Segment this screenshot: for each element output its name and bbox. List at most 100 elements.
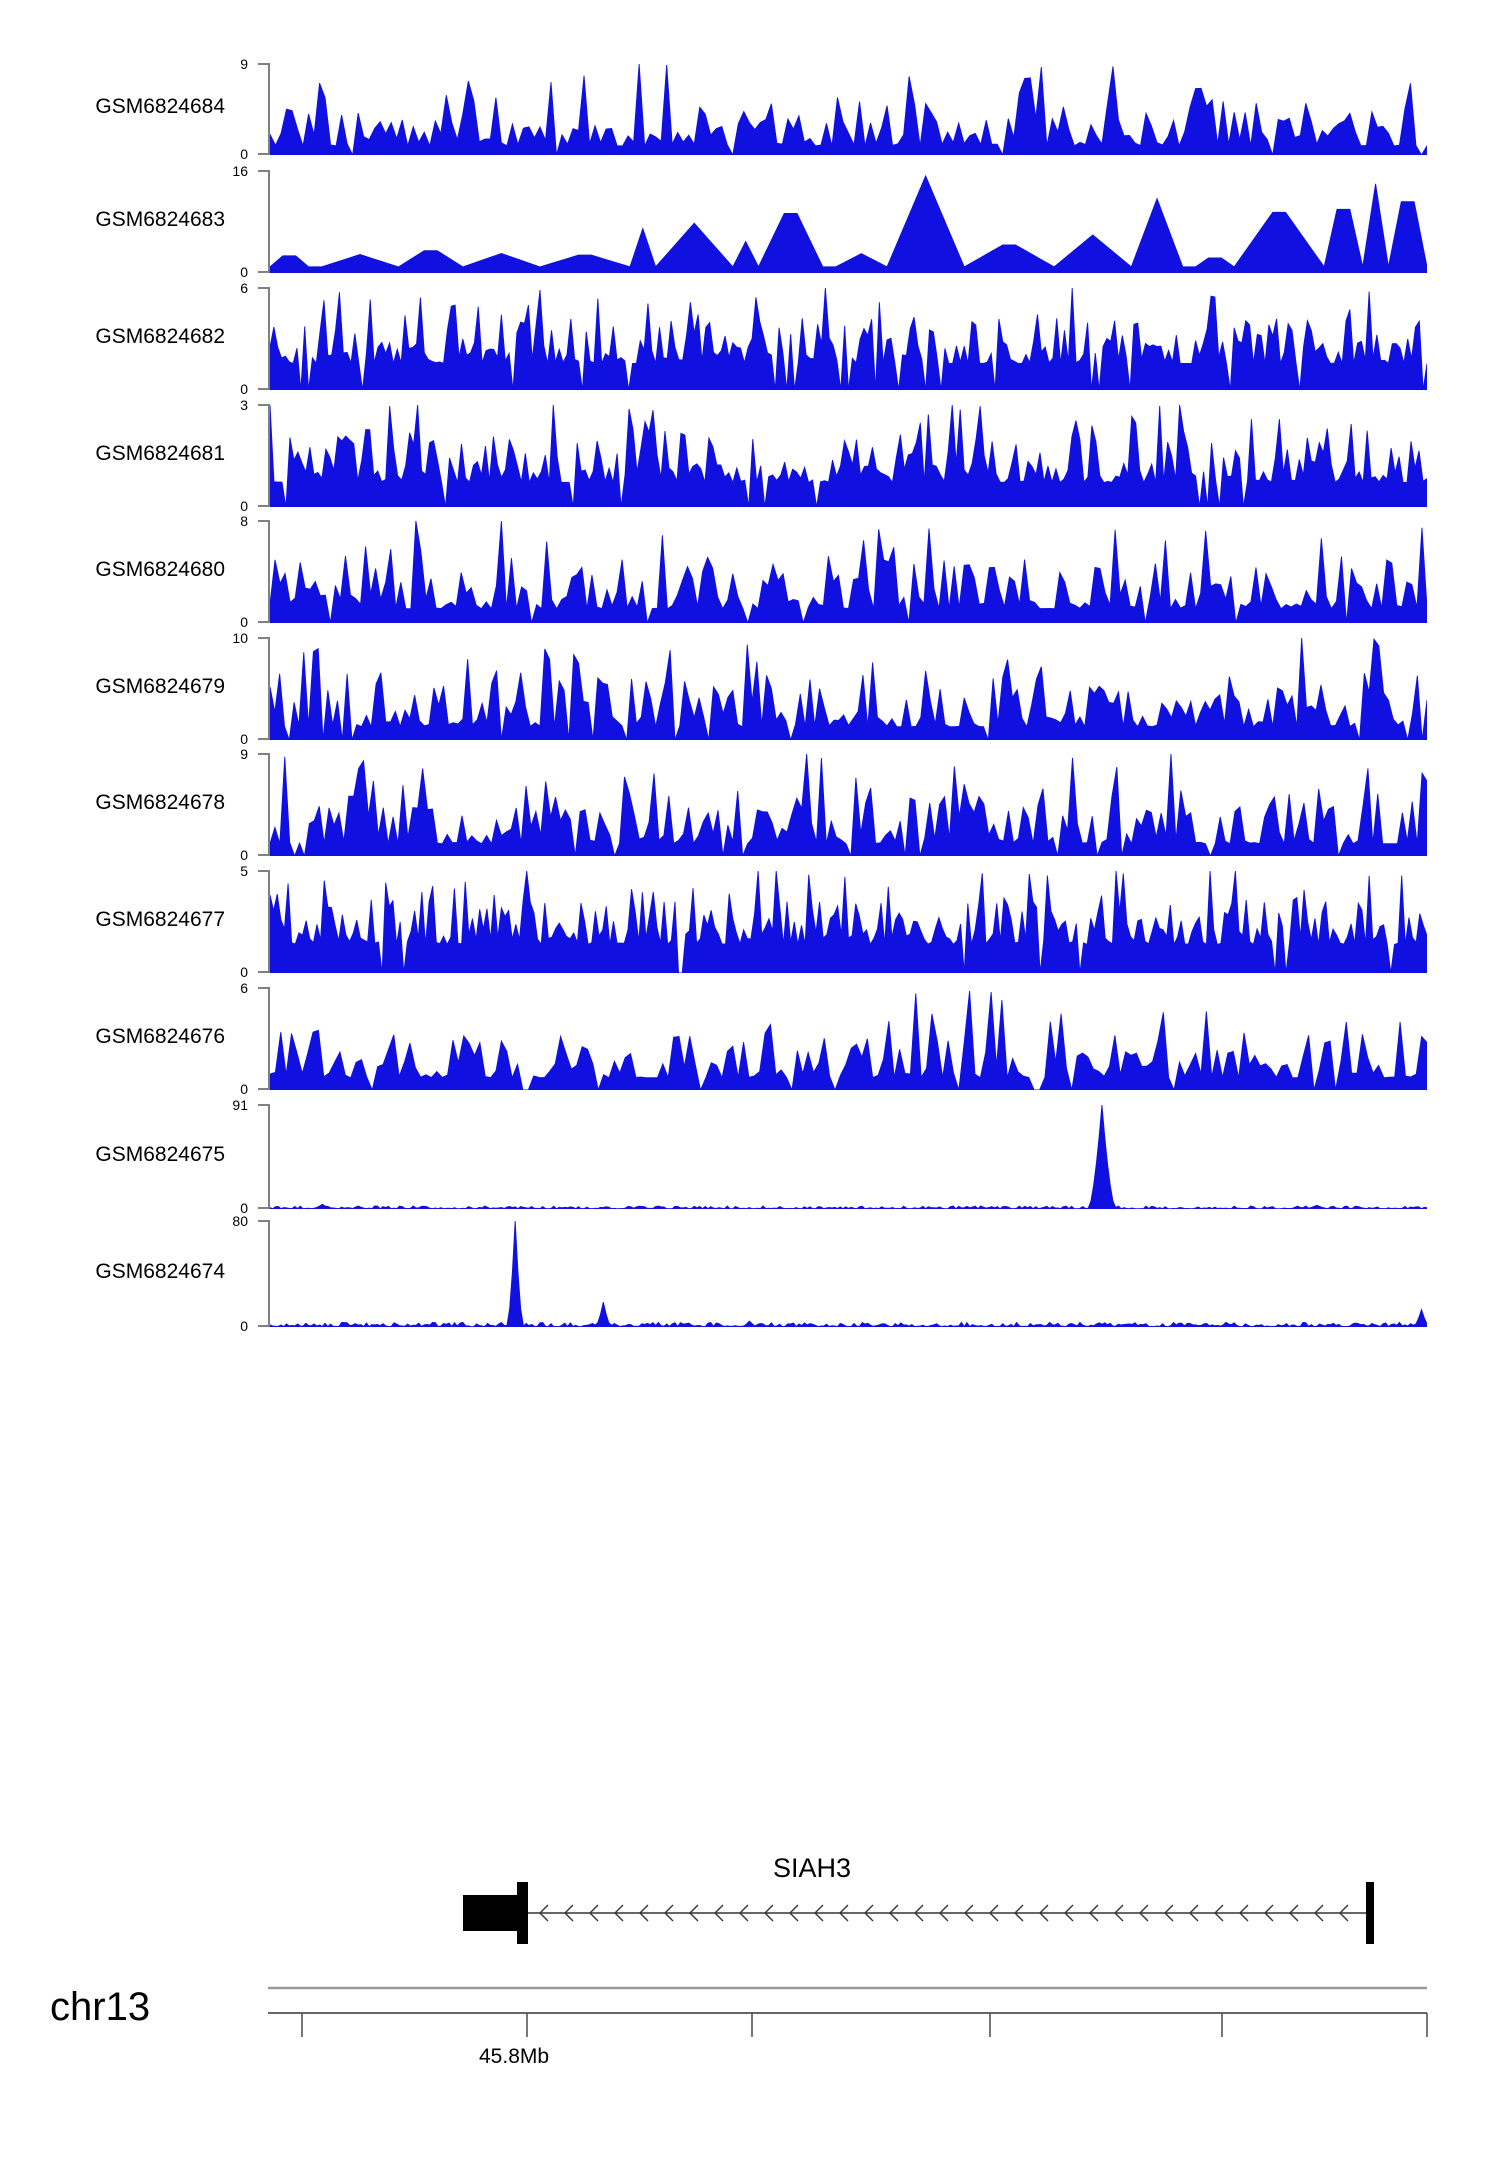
y-axis-tick-min — [258, 621, 269, 623]
y-axis-min-value: 0 — [240, 964, 248, 980]
coverage-area-path — [270, 63, 1427, 155]
coverage-area-path — [270, 1104, 1427, 1209]
track-sample-label: GSM6824683 — [95, 207, 225, 231]
strand-arrow-icon — [1264, 1904, 1274, 1922]
strand-arrow-icon — [1014, 1904, 1024, 1922]
genome-ruler[interactable]: 45.8Mb — [0, 1975, 1500, 2095]
y-axis-min-value: 0 — [240, 498, 248, 514]
strand-arrow-icon — [1214, 1904, 1224, 1922]
coverage-area-path — [270, 637, 1427, 740]
gene-annotation-track[interactable]: SIAH3 — [0, 1845, 1500, 1985]
coverage-track[interactable]: GSM6824677 5 0 — [0, 864, 1500, 979]
strand-arrow-icon — [1139, 1904, 1149, 1922]
strand-arrow-icon — [764, 1904, 774, 1922]
coverage-track[interactable]: GSM6824681 3 0 — [0, 398, 1500, 513]
strand-arrow-icon — [1239, 1904, 1249, 1922]
track-sample-label: GSM6824682 — [95, 324, 225, 348]
y-axis-tick-min — [258, 1088, 269, 1090]
strand-arrow-icon — [964, 1904, 974, 1922]
y-axis-tick-min — [258, 1207, 269, 1209]
strand-arrow-icon — [664, 1904, 674, 1922]
gene-model-graphic[interactable] — [0, 1845, 1500, 1985]
ruler-tick-label: 45.8Mb — [479, 2045, 550, 2068]
strand-arrow-icon — [789, 1904, 799, 1922]
coverage-plot-area[interactable] — [270, 1220, 1427, 1327]
strand-arrow-icon — [1164, 1904, 1174, 1922]
track-sample-label: GSM6824676 — [95, 1024, 225, 1048]
strand-arrow-icon — [614, 1904, 624, 1922]
y-axis-max-value: 9 — [240, 56, 248, 72]
y-axis-line — [268, 753, 270, 856]
y-axis-max-value: 80 — [232, 1213, 248, 1229]
gene-exon-tall-end — [1366, 1882, 1374, 1944]
strand-arrow-icon — [689, 1904, 699, 1922]
y-axis-line — [268, 1220, 270, 1327]
y-axis-tick-max — [258, 1104, 269, 1106]
coverage-plot-area[interactable] — [270, 520, 1427, 623]
coverage-track[interactable]: GSM6824676 6 0 — [0, 981, 1500, 1096]
strand-arrow-icon — [1114, 1904, 1124, 1922]
y-axis-max-value: 91 — [232, 1097, 248, 1113]
y-axis-max-value: 6 — [240, 980, 248, 996]
coverage-plot-area[interactable] — [270, 637, 1427, 740]
strand-arrow-icon — [589, 1904, 599, 1922]
y-axis-line — [268, 287, 270, 390]
y-axis-max-value: 9 — [240, 746, 248, 762]
y-axis-min-value: 0 — [240, 1318, 248, 1334]
strand-arrow-icon — [714, 1904, 724, 1922]
y-axis-tick-max — [258, 753, 269, 755]
y-axis-max-value: 16 — [232, 163, 248, 179]
coverage-plot-area[interactable] — [270, 404, 1427, 507]
strand-arrow-icon — [639, 1904, 649, 1922]
coverage-track[interactable]: GSM6824675 91 0 — [0, 1098, 1500, 1215]
y-axis-tick-max — [258, 287, 269, 289]
strand-arrow-icon — [939, 1904, 949, 1922]
y-axis-max-value: 5 — [240, 863, 248, 879]
y-axis-min-value: 0 — [240, 614, 248, 630]
track-sample-label: GSM6824677 — [95, 907, 225, 931]
y-axis-line — [268, 1104, 270, 1209]
y-axis-min-value: 0 — [240, 264, 248, 280]
strand-arrow-icon — [564, 1904, 574, 1922]
y-axis-tick-max — [258, 520, 269, 522]
coverage-track[interactable]: GSM6824678 9 0 — [0, 747, 1500, 862]
coverage-area-path — [270, 753, 1427, 856]
coverage-plot-area[interactable] — [270, 287, 1427, 390]
y-axis-line — [268, 870, 270, 973]
coverage-plot-area[interactable] — [270, 753, 1427, 856]
track-sample-label: GSM6824680 — [95, 557, 225, 581]
coverage-track[interactable]: GSM6824682 6 0 — [0, 281, 1500, 396]
strand-arrow-icon — [864, 1904, 874, 1922]
y-axis-min-value: 0 — [240, 1200, 248, 1216]
coverage-plot-area[interactable] — [270, 987, 1427, 1090]
y-axis-line — [268, 63, 270, 155]
strand-arrow-icon — [539, 1904, 549, 1922]
strand-arrow-icon — [1089, 1904, 1099, 1922]
track-sample-label: GSM6824678 — [95, 790, 225, 814]
coverage-plot-area[interactable] — [270, 1104, 1427, 1209]
strand-arrow-icon — [1314, 1904, 1324, 1922]
y-axis-tick-max — [258, 1220, 269, 1222]
gene-exon-block — [463, 1895, 517, 1931]
coverage-track[interactable]: GSM6824674 80 0 — [0, 1214, 1500, 1333]
coverage-track[interactable]: GSM6824680 8 0 — [0, 514, 1500, 629]
y-axis-tick-max — [258, 404, 269, 406]
y-axis-tick-min — [258, 1325, 269, 1327]
y-axis-line — [268, 637, 270, 740]
coverage-track[interactable]: GSM6824684 9 0 — [0, 57, 1500, 161]
chromosome-label: chr13 — [50, 1985, 151, 2029]
y-axis-tick-max — [258, 870, 269, 872]
coverage-area-path — [270, 287, 1427, 390]
strand-arrow-icon — [914, 1904, 924, 1922]
coverage-track[interactable]: GSM6824679 10 0 — [0, 631, 1500, 746]
y-axis-tick-min — [258, 271, 269, 273]
coverage-plot-area[interactable] — [270, 63, 1427, 155]
strand-arrow-icon — [1189, 1904, 1199, 1922]
coverage-track[interactable]: GSM6824683 16 0 — [0, 164, 1500, 279]
y-axis-min-value: 0 — [240, 731, 248, 747]
y-axis-max-value: 6 — [240, 280, 248, 296]
coverage-plot-area[interactable] — [270, 870, 1427, 973]
coverage-plot-area[interactable] — [270, 170, 1427, 273]
coverage-area-path — [270, 404, 1427, 507]
